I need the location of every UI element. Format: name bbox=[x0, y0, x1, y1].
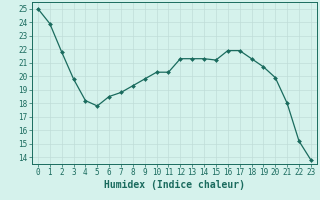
X-axis label: Humidex (Indice chaleur): Humidex (Indice chaleur) bbox=[104, 180, 245, 190]
